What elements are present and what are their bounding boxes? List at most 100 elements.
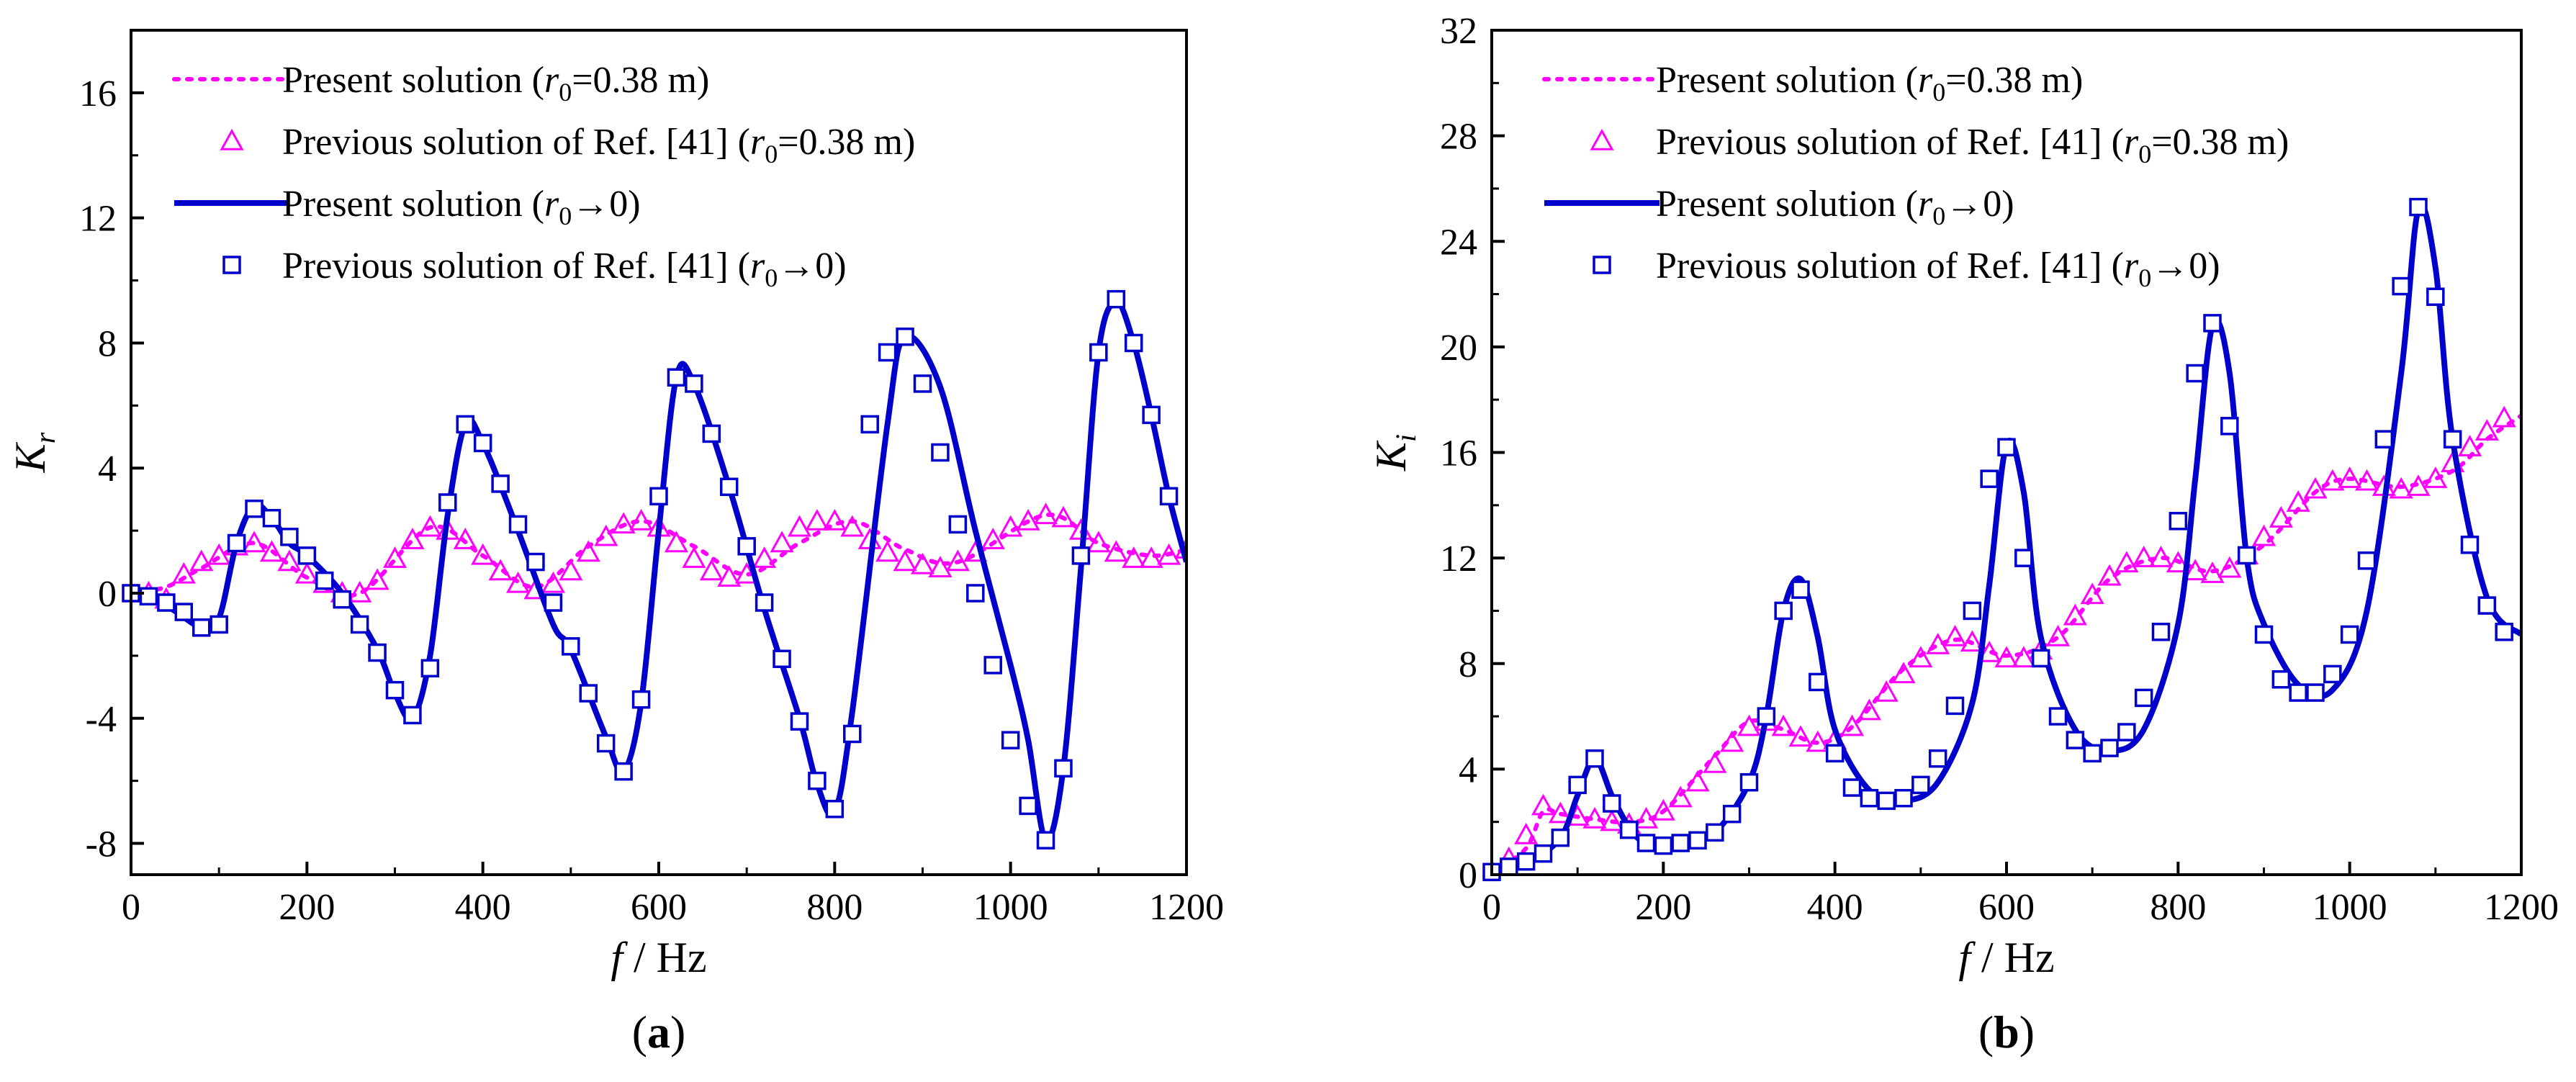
triangle-point <box>436 518 460 540</box>
square-point <box>1159 487 1179 506</box>
triangle-point <box>2303 477 2328 499</box>
square-point <box>2134 688 2153 708</box>
triangle-point <box>1891 662 1916 684</box>
triangle-point <box>1016 508 1040 531</box>
triangle-point <box>1139 546 1163 568</box>
square-point <box>896 328 914 346</box>
square-point <box>1089 343 1108 362</box>
square-point <box>2151 623 2171 641</box>
triangle-point <box>1600 809 1624 831</box>
square-point <box>139 587 158 606</box>
triangle-point <box>2097 564 2122 586</box>
square-point <box>2066 731 2085 749</box>
square-point <box>843 724 862 744</box>
x-tick-label: 1000 <box>2312 887 2387 928</box>
square-point <box>2271 670 2291 689</box>
square-point <box>1500 857 1518 876</box>
square-point <box>2237 546 2256 565</box>
triangle-point <box>910 552 935 574</box>
square-point <box>544 593 563 612</box>
square-point <box>1739 772 1759 792</box>
square-point <box>825 800 845 819</box>
square-point <box>1001 731 1020 749</box>
triangle-point <box>2132 546 2156 567</box>
y-tick-label: 16 <box>79 73 117 114</box>
triangle-point <box>1514 822 1539 844</box>
x-tick-label: 0 <box>122 887 140 928</box>
square-point <box>174 603 194 621</box>
triangle-point <box>2183 559 2207 581</box>
legend-label: Previous solution of Ref. [41] (r0→0) <box>1656 245 2220 292</box>
y-tick-label: -4 <box>86 699 117 740</box>
triangle-point <box>488 559 513 581</box>
square-point <box>1019 796 1037 816</box>
triangle-point <box>1086 531 1111 553</box>
chart-a-ylabel: Kr <box>6 432 61 473</box>
square-point <box>1928 749 1947 768</box>
square-point <box>685 374 703 393</box>
triangle-point <box>1548 801 1572 824</box>
triangle-point <box>1857 698 1881 721</box>
square-point <box>579 684 598 703</box>
triangle-point <box>1651 798 1675 821</box>
x-tick-label: 400 <box>1807 887 1863 928</box>
triangle-point <box>1157 543 1181 565</box>
chart-b-ylabel: Ki <box>1367 434 1422 472</box>
square-point <box>1636 834 1656 852</box>
square-point <box>808 771 827 790</box>
triangle-point <box>1942 625 1968 646</box>
square-point <box>1107 289 1126 309</box>
square-point <box>2254 625 2274 644</box>
triangle-point <box>2251 524 2276 546</box>
square-point <box>2443 430 2462 448</box>
square-point <box>614 762 633 781</box>
triangle-point <box>1582 806 1607 829</box>
square-point <box>508 515 528 534</box>
square-point <box>262 508 282 528</box>
triangle-point <box>2045 625 2071 646</box>
triangle-point <box>242 531 266 553</box>
square-point <box>631 690 651 709</box>
triangle-point <box>682 546 706 568</box>
triangle-point <box>2200 562 2225 583</box>
square-point <box>948 515 968 534</box>
y-tick-label: 24 <box>1440 222 1477 263</box>
square-point <box>649 487 668 506</box>
square-point <box>2323 664 2342 684</box>
triangle-point <box>1960 630 1984 652</box>
triangle-point <box>1926 633 1950 654</box>
square-point <box>2495 623 2513 641</box>
y-tick-label: 12 <box>79 199 117 240</box>
triangle-point <box>2166 551 2190 573</box>
triangle-point <box>259 540 284 562</box>
square-point <box>420 659 440 678</box>
x-tick-label: 1000 <box>973 887 1048 928</box>
legend-square-marker <box>1593 256 1611 274</box>
square-point <box>1774 601 1793 621</box>
square-point <box>1722 804 1742 824</box>
square-point <box>1688 831 1707 850</box>
square-point <box>1894 788 1913 808</box>
chart-a-legend: Present solution (r0=0.38 m) Previous sol… <box>172 60 915 292</box>
square-point <box>1142 405 1161 425</box>
triangle-point <box>453 528 477 549</box>
square-point <box>667 368 686 387</box>
square-point <box>860 415 879 434</box>
chart-a-xlabel: f / Hz <box>611 934 706 981</box>
y-tick-label: 0 <box>98 574 117 615</box>
y-tick-label: 32 <box>1440 11 1477 52</box>
square-point <box>966 584 985 603</box>
triangle-point <box>1788 725 1813 747</box>
legend-triangle-marker <box>1590 128 1614 150</box>
square-point <box>1551 828 1570 847</box>
legend-label: Previous solution of Ref. [41] (r0=0.38 … <box>1656 122 2289 168</box>
chart-panel-a: 0 200 400 600 800 1000 1200 -8 -4 0 4 8 12 16 Present… <box>6 29 1224 1058</box>
square-point <box>983 656 1002 675</box>
square-point <box>473 433 492 453</box>
series-line-b-0 <box>1492 413 2521 875</box>
square-point <box>931 443 950 462</box>
chart-a-marks <box>122 289 1186 849</box>
chart-b-legend: Present solution (r0=0.38 m) Previous sol… <box>1542 60 2289 292</box>
triangle-point <box>365 568 389 590</box>
triangle-point <box>805 508 829 531</box>
